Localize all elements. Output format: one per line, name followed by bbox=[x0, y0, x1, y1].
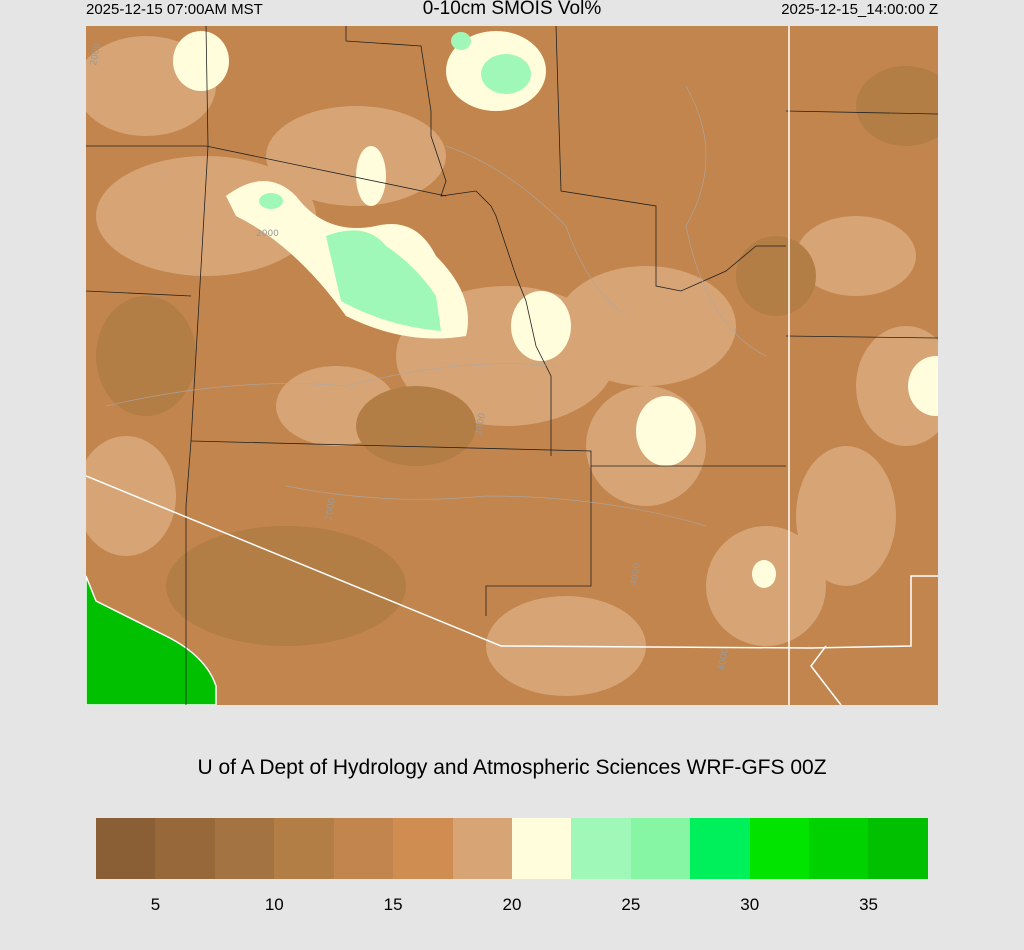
colorbar-swatch bbox=[690, 818, 750, 879]
saturated-region bbox=[86, 575, 217, 705]
colorbar-swatch bbox=[452, 818, 512, 879]
colorbar-tick-label: 25 bbox=[621, 895, 641, 914]
colorbar-tick-label: 35 bbox=[859, 895, 879, 914]
colorbar-tick-label: 15 bbox=[383, 895, 403, 914]
contour-label: 2000 bbox=[324, 497, 338, 522]
valid-time-local: 2025-12-15 07:00AM MST bbox=[86, 1, 263, 18]
moist-regions bbox=[259, 32, 531, 331]
contour-label: 2000 bbox=[89, 42, 103, 67]
colorbar-swatch bbox=[274, 818, 334, 879]
political-boundaries bbox=[86, 26, 938, 705]
colorbar bbox=[96, 818, 928, 879]
soil-moisture-map: 2000 2000 2000 2000 4000 4000 bbox=[86, 26, 938, 705]
colorbar-swatch bbox=[393, 818, 453, 879]
colorbar-swatch bbox=[571, 818, 631, 879]
colorbar-tick-label: 10 bbox=[264, 895, 284, 914]
terrain-contours bbox=[105, 85, 767, 527]
contour-label: 2000 bbox=[474, 412, 488, 437]
contour-label: 2000 bbox=[256, 229, 279, 239]
colorbar-swatch bbox=[630, 818, 691, 879]
contour-label: 4000 bbox=[629, 562, 643, 587]
international-border bbox=[86, 26, 938, 705]
colorbar-tick-label: 20 bbox=[502, 895, 522, 914]
valid-time-utc: 2025-12-15_14:00:00 Z bbox=[781, 1, 938, 18]
colorbar-swatch bbox=[214, 818, 275, 879]
colorbar-tick-label: 30 bbox=[740, 895, 760, 914]
credit-line: U of A Dept of Hydrology and Atmospheric… bbox=[197, 756, 827, 779]
colorbar-swatch bbox=[511, 818, 572, 879]
colorbar-swatch bbox=[749, 818, 810, 879]
contour-label: 4000 bbox=[717, 647, 731, 672]
colorbar-swatch bbox=[155, 818, 215, 879]
colorbar-swatch bbox=[96, 818, 156, 879]
colorbar-swatch bbox=[809, 818, 869, 879]
lighter-moisture-regions bbox=[86, 36, 938, 696]
colorbar-swatch bbox=[868, 818, 928, 879]
colorbar-swatch bbox=[333, 818, 394, 879]
plot-title: 0-10cm SMOIS Vol% bbox=[422, 0, 602, 19]
colorbar-tick-label: 5 bbox=[150, 895, 161, 914]
